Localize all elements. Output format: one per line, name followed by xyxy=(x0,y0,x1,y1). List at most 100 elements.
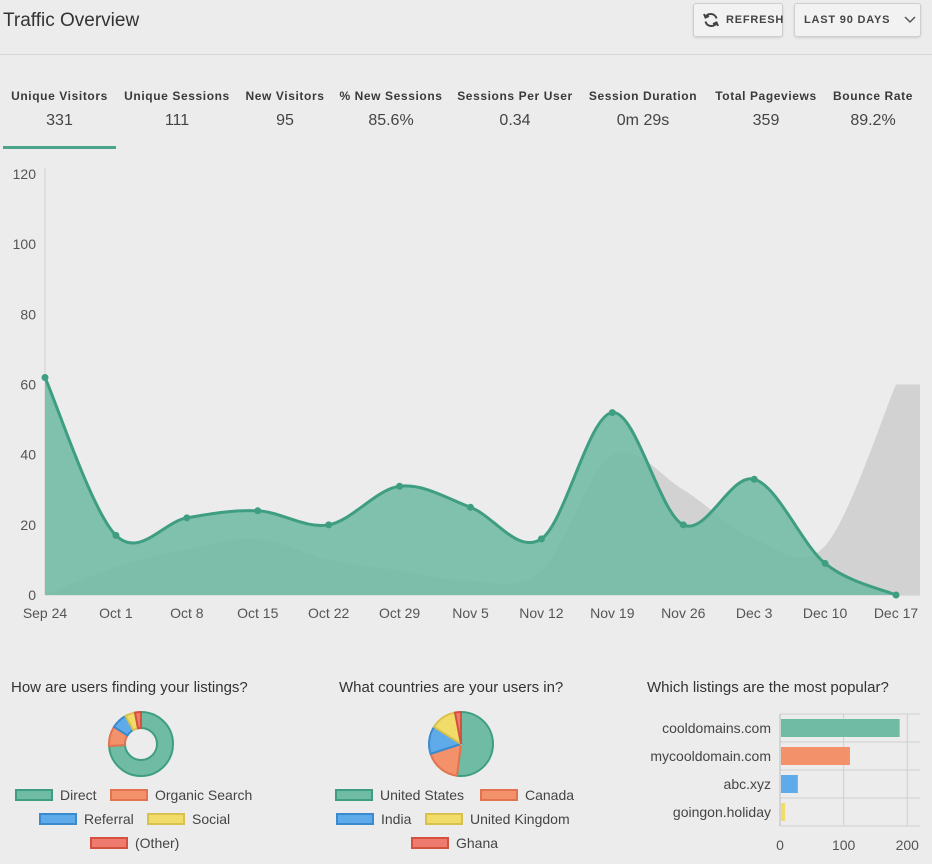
metric-tab-unique-sessions[interactable]: Unique Sessions 111 xyxy=(118,82,236,146)
data-point xyxy=(537,535,545,543)
metric-tab-bounce-rate[interactable]: Bounce Rate 89.2% xyxy=(827,82,919,146)
metric-tab-total-pageviews[interactable]: Total Pageviews 359 xyxy=(708,82,824,146)
metrics-bar: Unique Visitors 331 Unique Sessions 111 … xyxy=(0,82,932,149)
date-range-label: LAST 90 DAYS xyxy=(804,14,891,26)
refresh-label: REFRESH xyxy=(726,14,785,26)
legend-label: Canada xyxy=(525,787,575,803)
x-tick-label: Nov 12 xyxy=(519,605,564,621)
metric-value: 85.6% xyxy=(368,112,414,129)
legend-item-organic-search[interactable]: Organic Search xyxy=(110,787,252,803)
legend-item-united-kingdom[interactable]: United Kingdom xyxy=(425,811,570,827)
metric-label: Bounce Rate xyxy=(833,89,913,103)
pie-slice-ghana xyxy=(453,710,462,745)
data-point xyxy=(325,521,333,529)
x-tick-label: 100 xyxy=(832,837,856,853)
data-point xyxy=(750,475,758,483)
metric-label: Unique Sessions xyxy=(124,89,230,103)
legend-swatch xyxy=(110,789,148,801)
legend-swatch xyxy=(147,813,185,825)
data-point xyxy=(254,507,262,515)
category-label: goingon.holiday xyxy=(673,804,771,820)
legend-label: Social xyxy=(192,811,231,827)
metric-value: 0.34 xyxy=(499,112,531,129)
legend-swatch xyxy=(15,789,53,801)
x-tick-label: Oct 8 xyxy=(170,605,204,621)
primary-series-area xyxy=(45,377,896,595)
y-tick-label: 60 xyxy=(20,377,36,393)
y-tick-label: 120 xyxy=(13,166,37,182)
x-tick-label: Nov 26 xyxy=(661,605,706,621)
legend-item-india[interactable]: India xyxy=(336,811,411,827)
traffic-sources-donut xyxy=(107,710,174,777)
metric-value: 331 xyxy=(46,112,73,129)
data-point xyxy=(41,373,49,381)
pie-slice-direct xyxy=(107,710,174,777)
legend-label: Ghana xyxy=(456,835,499,851)
x-tick-label: Oct 15 xyxy=(237,605,278,621)
legend-swatch xyxy=(425,813,463,825)
traffic-area-chart: 0 20 40 60 80 100 120 Sep 24 Oct 1 Oct 8 Oct 15 Oct… xyxy=(13,166,920,621)
pie-slice-other xyxy=(133,710,142,730)
data-point xyxy=(821,559,829,567)
legend-label: United States xyxy=(380,787,465,803)
data-point xyxy=(112,531,120,539)
metric-tab-sessions-per-user[interactable]: Sessions Per User 0.34 xyxy=(451,82,579,146)
refresh-button[interactable]: REFRESH xyxy=(693,3,783,37)
x-tick-label: Oct 1 xyxy=(99,605,133,621)
bar-goingon-holiday xyxy=(781,803,786,821)
legend-item-united-states[interactable]: United States xyxy=(335,787,464,803)
date-range-select[interactable]: LAST 90 DAYS xyxy=(794,3,921,37)
x-tick-label: 200 xyxy=(896,837,920,853)
x-tick-label: Oct 29 xyxy=(379,605,420,621)
metric-label: % New Sessions xyxy=(339,89,443,103)
data-point xyxy=(467,503,474,511)
legend-item-referral[interactable]: Referral xyxy=(39,811,134,827)
bar-abc-xyz xyxy=(781,775,798,793)
y-tick-label: 20 xyxy=(20,517,36,533)
page-title: Traffic Overview xyxy=(3,10,140,31)
legend-item-direct[interactable]: Direct xyxy=(15,787,97,803)
metric-tab-new-visitors[interactable]: New Visitors 95 xyxy=(238,82,332,146)
metric-value: 95 xyxy=(276,112,294,129)
metric-label: Session Duration xyxy=(588,89,698,103)
legend-swatch xyxy=(90,837,128,849)
legend-label: Referral xyxy=(84,811,134,827)
data-point xyxy=(183,514,191,522)
legend-swatch xyxy=(39,813,77,825)
legend-item-canada[interactable]: Canada xyxy=(480,787,574,803)
data-point xyxy=(396,482,404,490)
countries-pie xyxy=(428,710,494,777)
metric-label: Unique Visitors xyxy=(11,89,108,103)
legend-swatch xyxy=(411,837,449,849)
popular-listings-bar-chart: 0 100 200 cooldomains.com mycooldomain.com ab… xyxy=(650,713,920,853)
legend-item-other[interactable]: (Other) xyxy=(90,835,179,851)
category-label: mycooldomain.com xyxy=(650,748,771,764)
metric-tab-unique-visitors[interactable]: Unique Visitors 331 xyxy=(3,82,116,149)
metric-value: 359 xyxy=(752,112,780,129)
x-tick-label: Sep 24 xyxy=(23,605,68,621)
legend-swatch xyxy=(480,789,518,801)
legend-item-ghana[interactable]: Ghana xyxy=(411,835,498,851)
metric-value: 89.2% xyxy=(850,112,896,129)
metric-label: Total Pageviews xyxy=(715,89,817,103)
legend-item-social[interactable]: Social xyxy=(147,811,230,827)
x-tick-label: Dec 10 xyxy=(803,605,848,621)
legend-swatch xyxy=(336,813,374,825)
header: Traffic Overview REFRESH LAST 90 DAYS xyxy=(0,0,932,55)
y-tick-label: 40 xyxy=(20,447,36,463)
legend-label: India xyxy=(381,811,412,827)
metric-label: New Visitors xyxy=(245,89,325,103)
legend-label: Organic Search xyxy=(155,787,253,803)
x-tick-label: Oct 22 xyxy=(308,605,349,621)
y-tick-label: 80 xyxy=(20,306,36,322)
metric-tab-new-sessions[interactable]: % New Sessions 85.6% xyxy=(334,82,448,146)
category-label: abc.xyz xyxy=(724,776,771,792)
metric-value: 111 xyxy=(164,112,190,129)
data-point xyxy=(679,521,687,529)
y-tick-label: 0 xyxy=(28,587,36,603)
traffic-sources-title: How are users finding your listings? xyxy=(11,679,248,696)
x-tick-label: Dec 3 xyxy=(736,605,773,621)
metric-tab-session-duration[interactable]: Session Duration 0m 29s xyxy=(582,82,704,146)
bar-mycooldomain-com xyxy=(781,747,850,765)
legend-label: Direct xyxy=(60,787,97,803)
